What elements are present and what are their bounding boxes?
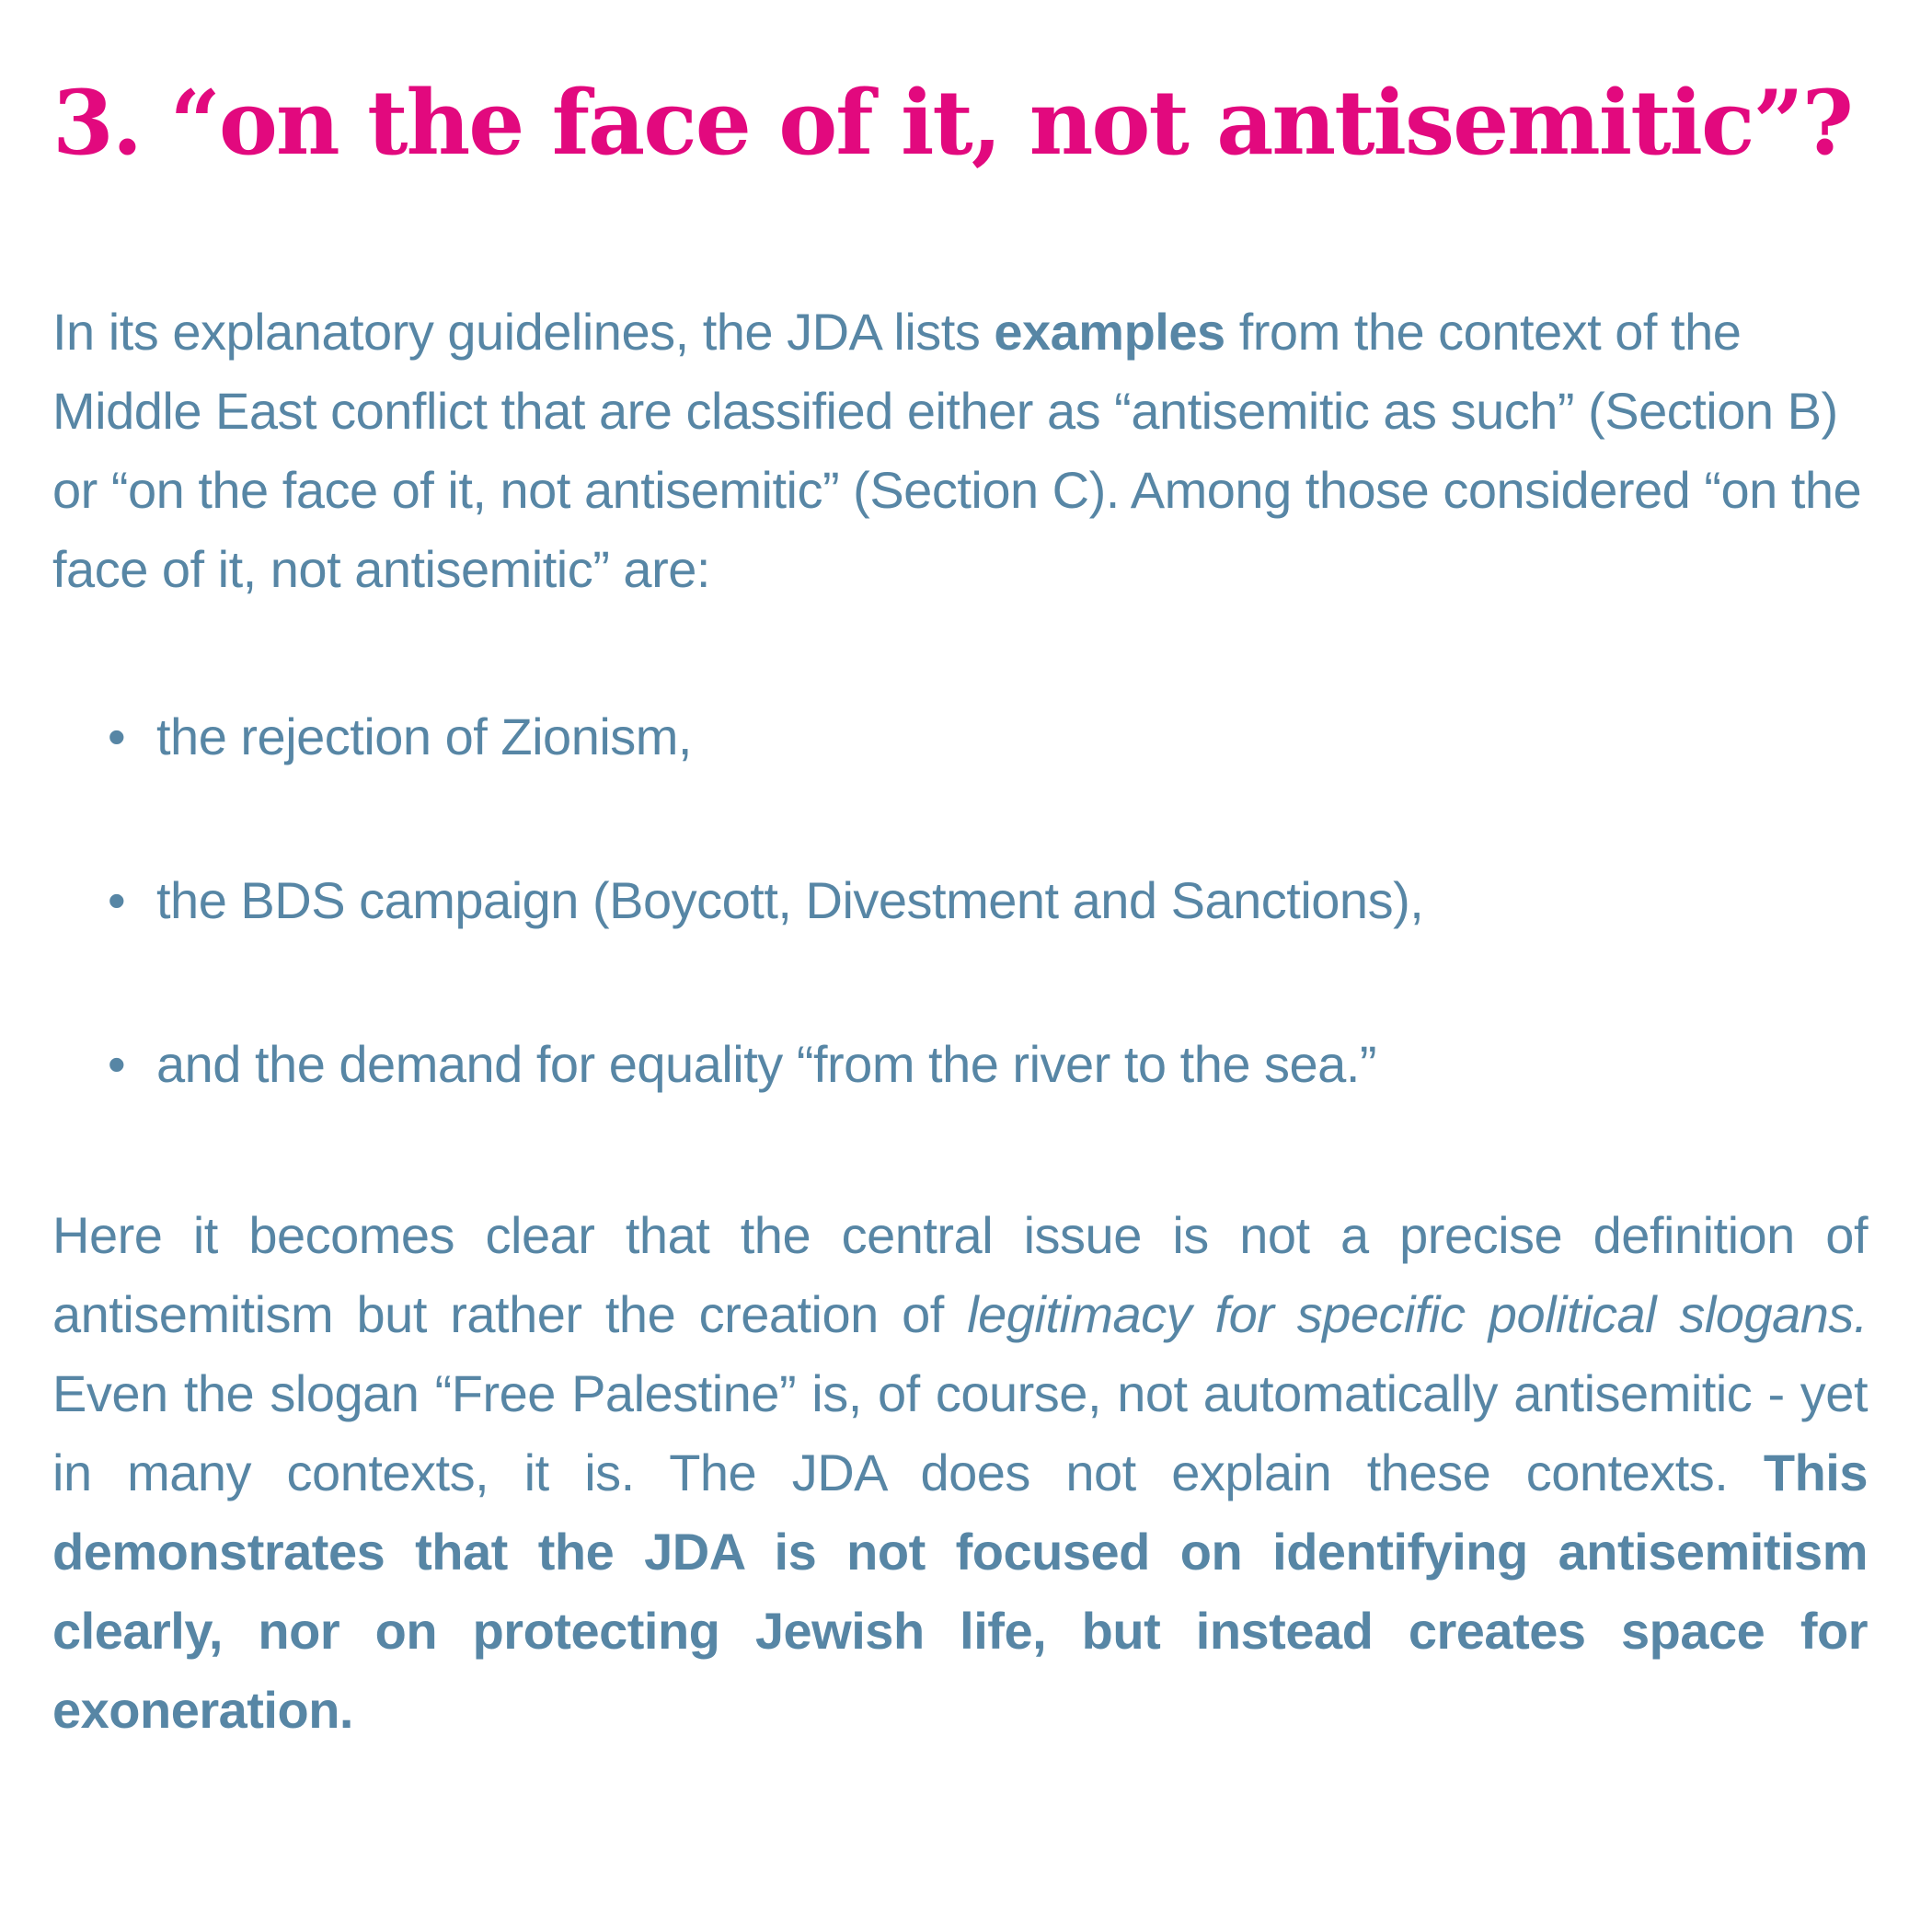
text-segment: Here it becomes clear that the central i… [52,1205,1869,1343]
bullet-icon: • [108,870,126,929]
closing-paragraph: Here it becomes clear that the central i… [52,1196,1869,1750]
section-heading: 3. “on the face of it, not antisemitic”? [52,71,1854,175]
list-item: • and the demand for equality “from the … [52,1025,1868,1104]
bold-text-segment: examples [994,302,1225,361]
text-segment: Even the slogan “Free Palestine” is, of … [52,1363,1869,1501]
list-item-text: the BDS campaign (Boycott, Divestment an… [156,870,1424,929]
italic-text-segment: legitimacy for specific political slogan… [967,1284,1868,1343]
bullet-list: • the rejection of Zionism, • the BDS ca… [52,697,1868,1104]
list-item: • the rejection of Zionism, [52,697,1868,776]
list-item: • the BDS campaign (Boycott, Divestment … [52,861,1868,940]
intro-paragraph: In its explanatory guidelines, the JDA l… [52,293,1868,609]
text-segment: from the context of the Middle East conf… [52,302,1862,598]
bullet-icon: • [108,1034,126,1093]
list-item-text: and the demand for equality “from the ri… [156,1034,1377,1093]
bullet-icon: • [108,707,126,765]
text-segment: In its explanatory guidelines, the JDA l… [52,302,995,361]
bold-text-segment: This demonstrates that the JDA is not fo… [52,1443,1869,1739]
list-item-text: the rejection of Zionism, [156,707,692,765]
